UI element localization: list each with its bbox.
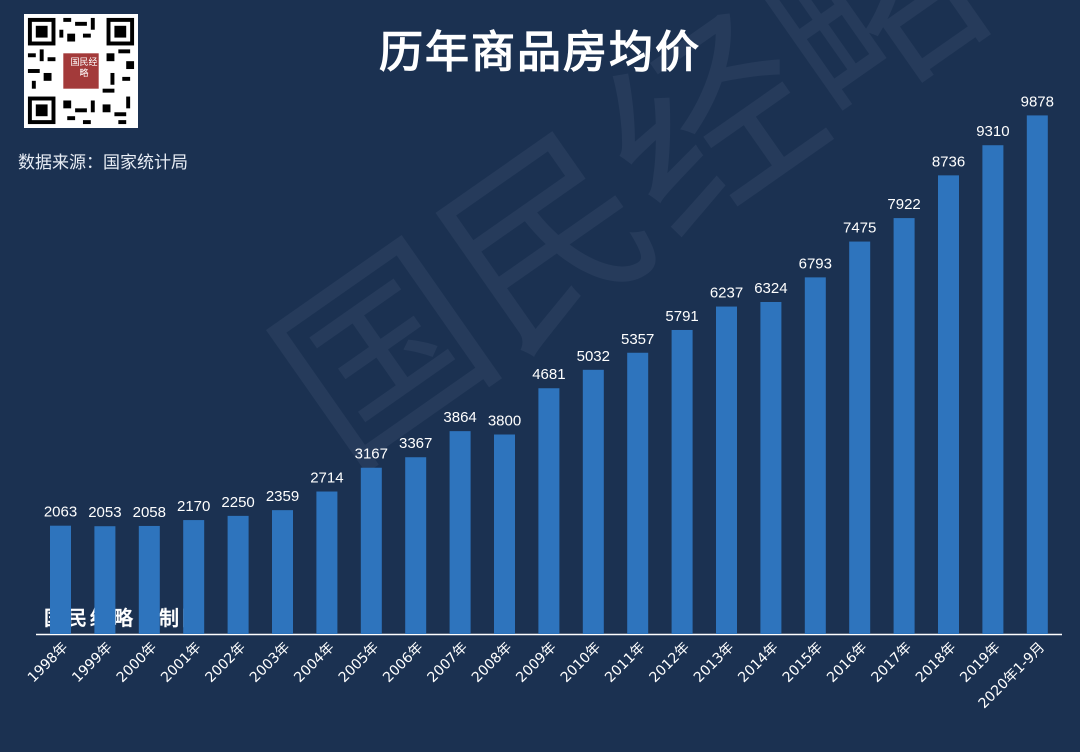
x-tick-label: 2006年 (380, 640, 426, 686)
x-tick-label: 2015年 (780, 640, 826, 686)
x-tick-label: 2009年 (513, 640, 559, 686)
bar-2001年 (183, 520, 205, 634)
bar-2004年 (316, 491, 338, 634)
x-tick-label: 2002年 (203, 640, 249, 686)
bar-1998年 (50, 525, 71, 634)
data-label: 9310 (976, 123, 1009, 140)
x-tick-label: 2011年 (602, 640, 648, 686)
data-label: 2063 (44, 504, 77, 521)
x-tick-label: 1998年 (25, 640, 71, 686)
bar-2005年 (360, 467, 382, 634)
x-tick-label: 2016年 (824, 640, 870, 686)
bar-2019年 (982, 145, 1004, 634)
data-label: 9878 (1021, 93, 1054, 110)
bar-2015年 (804, 277, 826, 634)
bar-2020年1-9月 (1026, 115, 1048, 634)
data-label: 3367 (399, 435, 432, 452)
bar-2003年 (272, 510, 293, 634)
data-label: 2053 (88, 504, 121, 521)
data-label: 7922 (887, 196, 920, 213)
x-tick-label: 2012年 (647, 640, 693, 686)
bar-2009年 (538, 388, 560, 634)
bar-2000年 (138, 525, 160, 634)
x-tick-label: 2005年 (336, 640, 382, 686)
bar-2011年 (627, 352, 649, 634)
qr-code-icon (24, 14, 138, 128)
bar-2012年 (671, 329, 693, 634)
data-source: 数据来源：国家统计局 (18, 153, 188, 173)
bar-2002年 (227, 515, 249, 634)
bar-2016年 (849, 241, 871, 634)
x-tick-label: 2004年 (291, 640, 337, 686)
data-label: 3864 (443, 409, 476, 426)
x-tick-label: 2010年 (558, 640, 604, 686)
x-tick-label: 2007年 (425, 640, 471, 686)
x-tick-label: 1999年 (69, 640, 115, 686)
logo-text: 国民经略 (70, 58, 98, 79)
bar-2018年 (938, 175, 959, 635)
x-tick-label: 2017年 (869, 640, 915, 686)
bar-1999年 (94, 526, 116, 634)
data-label: 7475 (843, 220, 876, 237)
x-tick-label: 2001年 (158, 640, 204, 686)
bar-2010年 (582, 369, 604, 634)
data-label: 4681 (532, 366, 565, 383)
bar-2008年 (494, 434, 515, 634)
x-tick-label: 2000年 (114, 640, 160, 686)
chart-title: 历年商品房均价 (379, 27, 701, 78)
bar-2007年 (449, 431, 471, 634)
x-tick-label: 2003年 (247, 640, 293, 686)
data-label: 2058 (133, 504, 166, 521)
x-tick-label: 2008年 (469, 640, 515, 686)
bar-2006年 (405, 457, 427, 634)
bar-2013年 (716, 306, 737, 634)
data-label: 5357 (621, 331, 654, 348)
data-label: 6237 (710, 285, 743, 302)
bar-2017年 (893, 218, 915, 634)
data-label: 6793 (799, 255, 832, 272)
data-label: 2250 (221, 494, 254, 511)
data-label: 2359 (266, 488, 299, 505)
x-tick-label: 2018年 (913, 640, 959, 686)
data-label: 3167 (355, 446, 388, 463)
data-label: 5032 (577, 348, 610, 365)
data-label: 6324 (754, 280, 787, 297)
data-label: 3800 (488, 413, 521, 430)
data-label: 8736 (932, 153, 965, 170)
x-tick-label: 2014年 (735, 640, 781, 686)
data-label: 5791 (665, 308, 698, 325)
data-label: 2170 (177, 498, 210, 515)
bar-2014年 (760, 301, 782, 634)
x-tick-label: 2013年 (691, 640, 737, 686)
data-label: 2714 (310, 470, 343, 487)
